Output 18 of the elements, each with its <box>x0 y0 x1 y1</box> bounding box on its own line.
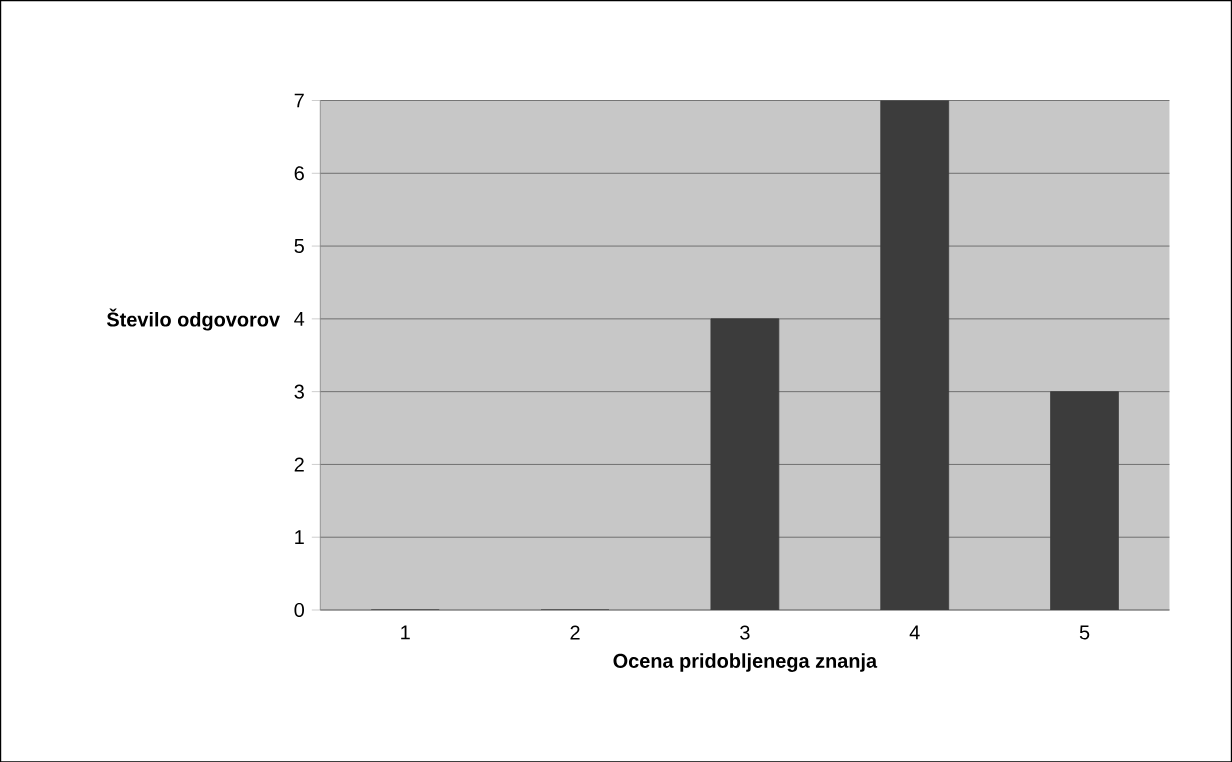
y-tick-label: 6 <box>294 166 304 181</box>
x-tick-label: 1 <box>401 625 410 640</box>
x-axis-title: Ocena pridobljenega znanja <box>613 653 878 672</box>
y-tick-label: 2 <box>294 457 304 472</box>
bar <box>710 318 780 610</box>
x-tick-label: 4 <box>909 625 920 640</box>
y-tick-label: 4 <box>294 311 305 326</box>
y-tick-label: 0 <box>294 602 304 617</box>
y-tick-label: 3 <box>294 384 304 399</box>
x-tick-label: 3 <box>740 625 750 640</box>
x-tick-label: 2 <box>570 625 580 640</box>
y-tick-label: 1 <box>295 530 304 544</box>
bar <box>880 100 950 610</box>
y-tick-label: 5 <box>294 238 304 253</box>
y-axis-title: Število odgovorov <box>106 308 280 331</box>
bar <box>1050 391 1119 610</box>
x-tick-label: 5 <box>1079 625 1090 640</box>
y-tick-label: 7 <box>294 93 304 108</box>
